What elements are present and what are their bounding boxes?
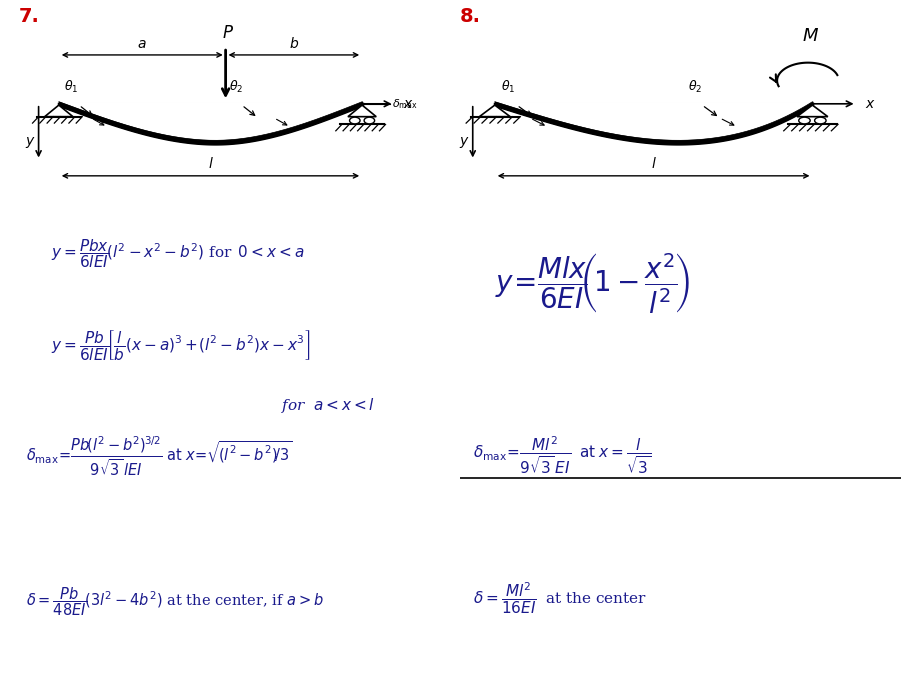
Text: $\theta_1$: $\theta_1$ xyxy=(63,79,78,95)
Circle shape xyxy=(349,117,360,124)
Text: $x$: $x$ xyxy=(866,97,876,111)
Text: 8.: 8. xyxy=(460,7,481,26)
Text: $\delta_{\rm max}$: $\delta_{\rm max}$ xyxy=(392,97,418,111)
Text: $y\!=\!\dfrac{Mlx}{6EI}\!\!\left(\!1-\dfrac{x^{2}}{l^{2}}\!\right)$: $y\!=\!\dfrac{Mlx}{6EI}\!\!\left(\!1-\df… xyxy=(494,251,690,316)
Text: $M$: $M$ xyxy=(801,27,819,45)
Text: $\delta_{\mathrm{max}}\!=\!\dfrac{Pb\!\left(l^{2}-b^{2}\right)^{\!3/2}}{9\sqrt{3: $\delta_{\mathrm{max}}\!=\!\dfrac{Pb\!\l… xyxy=(27,435,293,478)
Circle shape xyxy=(799,117,811,124)
Text: 7.: 7. xyxy=(18,7,40,26)
Text: $b$: $b$ xyxy=(289,36,299,51)
Text: $l$: $l$ xyxy=(208,156,213,171)
Text: $l$: $l$ xyxy=(651,156,656,171)
Text: $P$: $P$ xyxy=(221,24,233,42)
Polygon shape xyxy=(480,105,510,116)
Text: $y$: $y$ xyxy=(459,135,470,150)
Text: $y$: $y$ xyxy=(25,135,36,150)
Text: $x$: $x$ xyxy=(403,97,414,111)
Text: $\theta_1$: $\theta_1$ xyxy=(501,79,516,95)
Circle shape xyxy=(814,117,826,124)
Polygon shape xyxy=(348,105,376,116)
Text: $\theta_2$: $\theta_2$ xyxy=(229,79,243,95)
Text: $y=\dfrac{Pbx}{6lEI}\!\left(l^{2}-x^{2}-b^{2}\right)$ for $\,0<x<a$: $y=\dfrac{Pbx}{6lEI}\!\left(l^{2}-x^{2}-… xyxy=(51,237,304,270)
Text: $a$: $a$ xyxy=(138,37,147,51)
Text: $\theta_2$: $\theta_2$ xyxy=(688,79,703,95)
Polygon shape xyxy=(45,105,73,116)
Circle shape xyxy=(364,117,375,124)
Text: $\delta=\dfrac{Ml^{2}}{16EI}\;$ at the center: $\delta=\dfrac{Ml^{2}}{16EI}\;$ at the c… xyxy=(472,580,647,615)
Text: $\delta_{\mathrm{max}}\!=\!\dfrac{Ml^{2}}{9\sqrt{3}\,EI}$$\;\;\text{at}\;x=\dfra: $\delta_{\mathrm{max}}\!=\!\dfrac{Ml^{2}… xyxy=(472,435,651,476)
Text: $y=\dfrac{Pb}{6lEI}\!\left[\dfrac{l}{b}(x-a)^{3}+\!\left(l^{2}-b^{2}\right)x-x^{: $y=\dfrac{Pb}{6lEI}\!\left[\dfrac{l}{b}(… xyxy=(51,328,310,362)
Text: $\delta=\dfrac{Pb}{48EI}\!\left(3l^{2}-4b^{2}\right)$ at the center, if $a>b$: $\delta=\dfrac{Pb}{48EI}\!\left(3l^{2}-4… xyxy=(27,585,324,618)
Polygon shape xyxy=(797,105,828,116)
Text: for $\;a<x<l$: for $\;a<x<l$ xyxy=(281,395,375,415)
